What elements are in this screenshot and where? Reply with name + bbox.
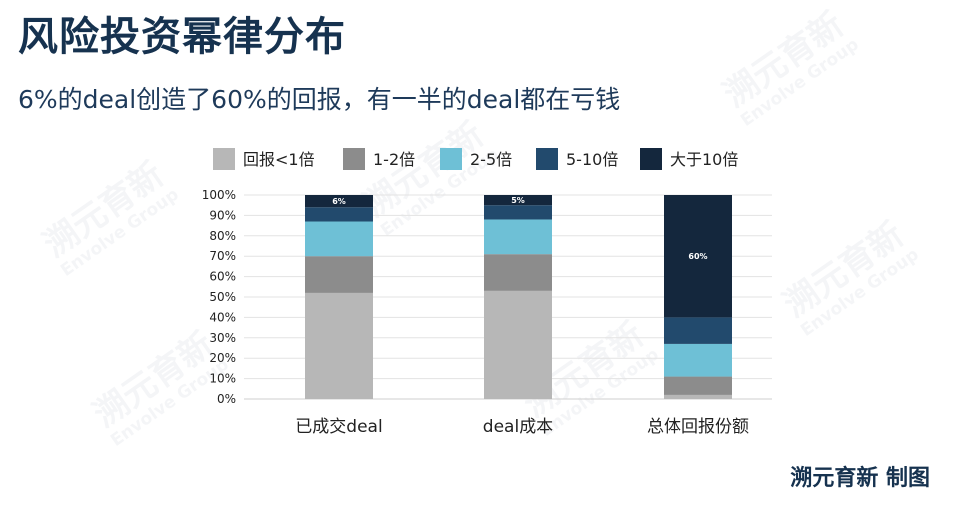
legend-swatch — [440, 148, 462, 170]
bar-segment — [484, 195, 552, 206]
bar-segment — [305, 292, 373, 399]
legend-label: 大于10倍 — [670, 150, 738, 169]
credit-text: 溯元育新 制图 — [790, 466, 930, 491]
bar-segment — [664, 376, 732, 395]
legend-swatch — [343, 148, 365, 170]
y-tick-label: 20% — [209, 351, 236, 365]
legend-swatch — [640, 148, 662, 170]
legend-label: 1-2倍 — [373, 150, 415, 169]
data-label: 5% — [511, 196, 525, 205]
legend-label: 回报<1倍 — [243, 150, 315, 169]
page-title: 风险投资幂律分布 — [18, 14, 346, 60]
bar-segment — [305, 256, 373, 293]
legend-label: 2-5倍 — [470, 150, 512, 169]
x-category-label: 已成交deal — [295, 417, 382, 437]
bar-segment — [664, 317, 732, 344]
bar-segment — [484, 219, 552, 255]
data-label: 60% — [688, 252, 707, 261]
x-category-label: deal成本 — [483, 417, 553, 437]
bar-segment — [305, 195, 373, 208]
bar-segment — [484, 205, 552, 220]
y-tick-label: 0% — [217, 392, 236, 406]
bar-segment — [484, 290, 552, 399]
y-tick-label: 40% — [209, 310, 236, 324]
y-tick-label: 90% — [209, 208, 236, 222]
y-tick-label: 100% — [202, 188, 236, 202]
legend-label: 5-10倍 — [566, 150, 618, 169]
y-tick-label: 60% — [209, 270, 236, 284]
bar-segment — [664, 394, 732, 399]
data-label: 6% — [332, 197, 346, 206]
page-subtitle: 6%的deal创造了60%的回报，有一半的deal都在亏钱 — [18, 85, 621, 114]
y-tick-label: 50% — [209, 290, 236, 304]
y-tick-label: 10% — [209, 372, 236, 386]
y-tick-label: 70% — [209, 249, 236, 263]
legend-swatch — [536, 148, 558, 170]
bar-segment — [484, 254, 552, 291]
bar-segment — [664, 343, 732, 377]
bar-segment — [305, 207, 373, 222]
x-category-label: 总体回报份额 — [647, 417, 749, 437]
legend-swatch — [213, 148, 235, 170]
bar-segment — [664, 195, 732, 318]
y-tick-label: 30% — [209, 331, 236, 345]
bar-segment — [305, 221, 373, 257]
y-tick-label: 80% — [209, 229, 236, 243]
